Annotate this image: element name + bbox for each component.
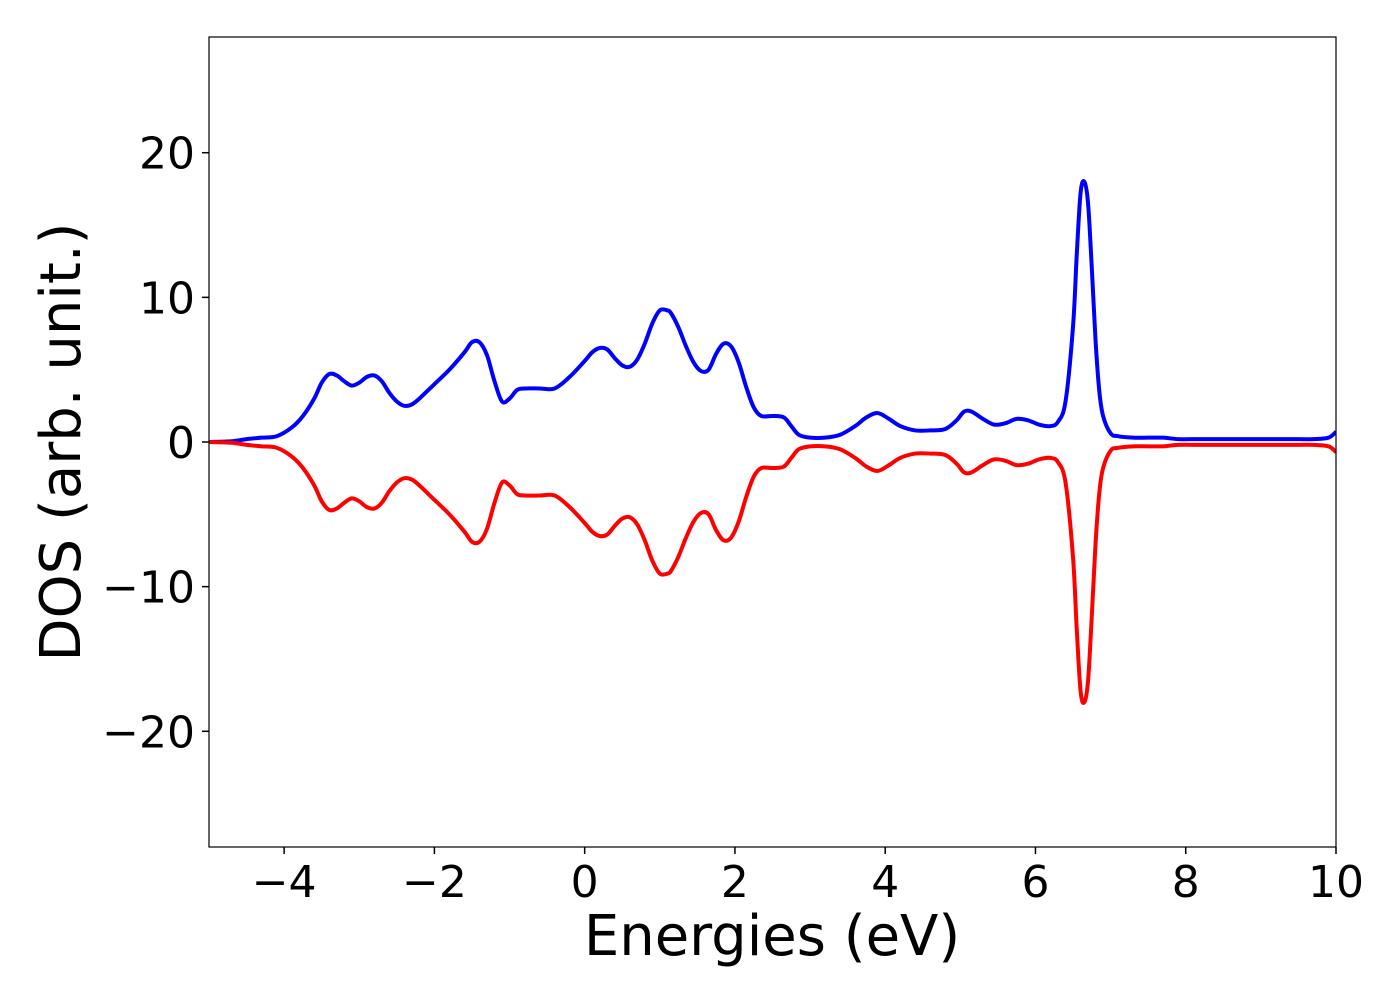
- y-axis-label: DOS (arb. unit.): [29, 222, 94, 661]
- dos-series-line-down: [209, 440, 1336, 705]
- x-tick-label: 8: [1172, 857, 1200, 908]
- y-tick-label: −20: [102, 707, 195, 758]
- x-tick-label: 0: [571, 857, 599, 908]
- x-tick-label: 6: [1021, 857, 1049, 908]
- y-tick-label: 0: [167, 418, 195, 469]
- plot-lines: [209, 179, 1336, 705]
- x-tick-label: −4: [252, 857, 317, 908]
- x-tick-label: 2: [721, 857, 749, 908]
- y-tick-label: −10: [102, 563, 195, 614]
- x-tick-label: 4: [871, 857, 899, 908]
- plot-frame: [208, 36, 1337, 848]
- y-tick-label: 10: [139, 273, 195, 324]
- y-tick-label: 20: [139, 129, 195, 180]
- x-tick-label: 10: [1308, 857, 1364, 908]
- dos-series-line-up: [209, 179, 1336, 444]
- x-axis-ticks: −4 −2 0 2 4 6 8 10: [252, 847, 1364, 908]
- y-axis-ticks: −20 −10 0 10 20: [102, 129, 209, 758]
- x-tick-label: −2: [402, 857, 467, 908]
- x-axis-label: Energies (eV): [584, 904, 960, 969]
